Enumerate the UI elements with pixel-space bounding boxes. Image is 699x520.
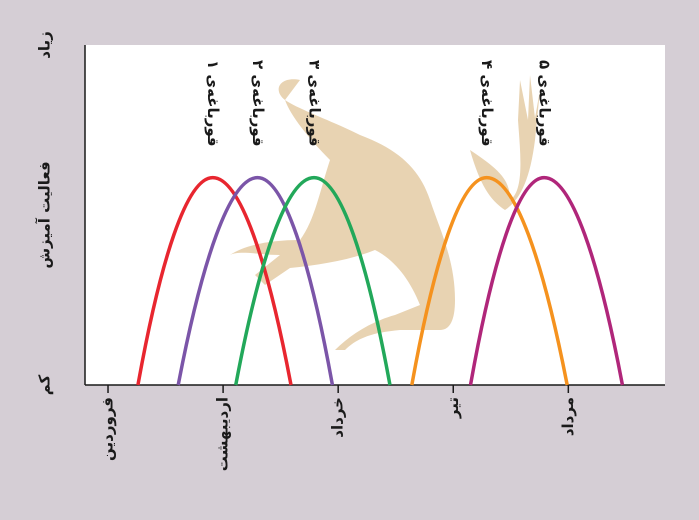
series-label: قورباغه‌ی ۲ — [249, 60, 267, 147]
series-label: قورباغه‌ی ۳ — [306, 60, 324, 147]
frog-silhouette — [230, 75, 540, 350]
x-tick-label: فروردین — [99, 397, 117, 461]
x-tick-label: مرداد — [559, 397, 577, 436]
series-label: قورباغه‌ی ۴ — [478, 60, 496, 147]
x-tick-label: خرداد — [329, 397, 347, 438]
x-tick-label: اردیبهشت — [214, 397, 232, 471]
series-label: قورباغه‌ی ۵ — [536, 60, 554, 147]
y-tick-label: کم — [36, 374, 54, 395]
series-label: قورباغه‌ی ۱ — [204, 60, 222, 147]
curve — [176, 175, 335, 386]
x-tick-label: تیر — [444, 397, 462, 419]
y-axis-label: فعالیت آمیزش — [36, 161, 54, 268]
curve — [136, 175, 293, 386]
curve — [410, 175, 569, 386]
y-tick-label: زیاد — [36, 31, 54, 59]
curve — [468, 175, 625, 386]
curve — [234, 175, 392, 386]
